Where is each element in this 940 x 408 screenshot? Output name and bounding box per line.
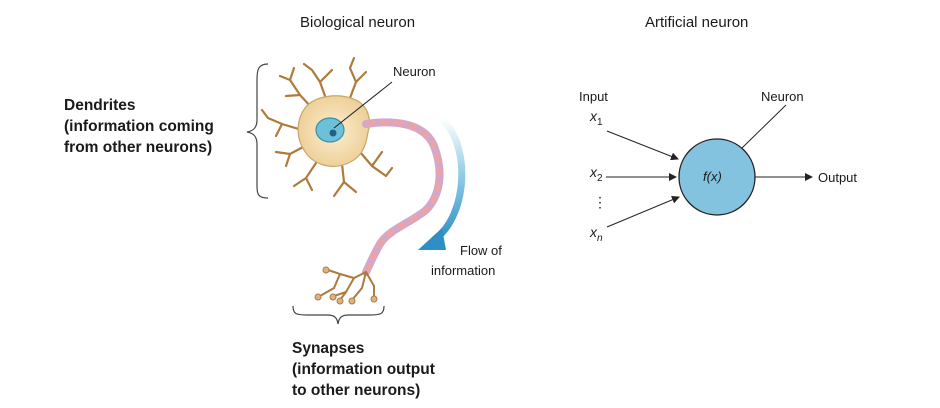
dendrites-label: Dendrites (information coming from other… [64,95,214,158]
nucleus [315,117,345,143]
flow-line-2: information [431,263,496,278]
synapses-line-3: to other neurons) [292,382,421,399]
myelin-sheath [363,119,443,274]
dendrites-brace [246,63,269,199]
artificial-neuron-label: Neuron [761,89,804,104]
synapses-line-1: Synapses [292,340,365,357]
synapses-line-2: (information output [292,361,435,378]
input-arrow-1 [606,130,679,161]
synapse-terminals [314,266,378,305]
biological-neuron-label: Neuron [393,64,436,79]
input-xn: xn [590,224,603,244]
input-label: Input [579,89,608,104]
flow-of-information-label-2: information [431,261,495,281]
flow-line-1: Flow of [460,243,502,258]
flow-arrowhead [418,228,446,250]
synapses-label: Synapses (information output to other ne… [292,338,435,401]
input-ellipsis: ⋮ [593,194,607,210]
artificial-neuron-pointer [741,104,787,149]
function-label: f(x) [703,169,722,184]
dendrites-line-3: from other neurons) [64,139,213,156]
flow-arrow-body [431,115,466,243]
dendrites-line-2: (information coming [64,118,214,135]
biological-neuron-title: Biological neuron [300,14,416,31]
nucleolus [329,129,337,137]
input-arrow-n [606,196,680,228]
output-label: Output [818,170,858,185]
flow-of-information-label: Flow of [460,241,502,261]
synapses-brace [292,305,385,325]
artificial-neuron-title: Artificial neuron [645,14,749,31]
neuron-pointer-line [333,81,393,129]
input-x1: x1 [590,108,603,128]
dendrite-branches [260,56,394,198]
input-x2: x2 [590,164,603,184]
axon-terminals [319,269,375,301]
dendrites-line-1: Dendrites [64,97,136,114]
